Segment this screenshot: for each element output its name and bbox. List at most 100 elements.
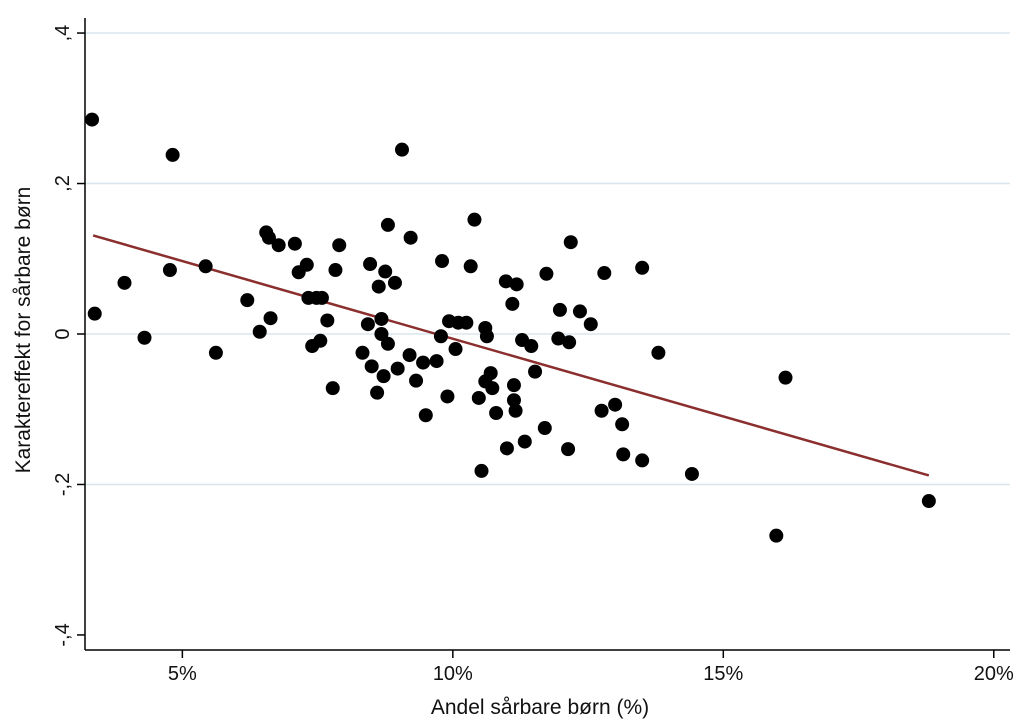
data-point xyxy=(314,290,329,305)
data-point xyxy=(332,238,347,253)
data-point xyxy=(499,441,514,456)
data-point xyxy=(471,390,486,405)
data-point xyxy=(489,406,504,420)
data-point xyxy=(387,275,402,290)
data-point xyxy=(479,329,494,344)
y-tick-label: ,4 xyxy=(52,25,74,42)
data-points xyxy=(85,112,936,543)
data-point xyxy=(360,317,375,332)
data-point xyxy=(240,293,255,308)
data-point xyxy=(608,397,623,412)
data-point xyxy=(448,342,463,357)
data-point xyxy=(485,381,500,396)
x-tick-label: 20% xyxy=(974,663,1014,685)
data-point xyxy=(769,528,784,543)
data-point xyxy=(684,466,699,481)
data-point xyxy=(537,421,552,436)
data-point xyxy=(325,381,340,396)
x-axis-title: Andel sårbare børn (%) xyxy=(431,696,649,719)
data-point xyxy=(463,259,478,274)
data-point xyxy=(635,453,650,468)
data-point xyxy=(517,434,532,449)
data-point xyxy=(380,217,395,232)
data-point xyxy=(635,260,650,275)
y-tick-label: -,2 xyxy=(52,473,74,496)
data-point xyxy=(299,257,314,272)
data-point xyxy=(198,259,213,274)
data-point xyxy=(563,235,578,250)
data-point xyxy=(433,329,448,344)
data-point xyxy=(505,296,520,311)
data-point xyxy=(162,263,177,278)
data-point xyxy=(165,147,180,162)
data-point xyxy=(459,315,474,330)
data-point xyxy=(328,263,343,278)
data-point xyxy=(524,339,539,354)
data-point xyxy=(394,142,409,157)
data-point xyxy=(370,385,385,400)
y-tick-label: -,4 xyxy=(52,623,74,646)
data-point xyxy=(287,236,302,251)
data-point xyxy=(616,447,631,462)
data-point xyxy=(364,359,379,374)
data-point xyxy=(508,403,523,418)
x-tick-label: 10% xyxy=(433,663,473,685)
fit-line xyxy=(92,234,930,477)
y-axis-title: Karaktereffekt for sårbare børn xyxy=(12,187,35,474)
data-point xyxy=(390,361,405,376)
data-point xyxy=(403,230,418,245)
data-point xyxy=(552,302,567,317)
data-point xyxy=(313,333,328,348)
data-point xyxy=(402,348,417,363)
tick-labels: -,4 -,2 0 ,2 ,4 5% 10% 15% 20% xyxy=(52,25,1014,685)
data-point xyxy=(506,378,521,393)
data-point xyxy=(208,345,223,360)
y-tick-label: 0 xyxy=(52,328,74,339)
data-point xyxy=(263,311,278,326)
data-point xyxy=(380,336,395,351)
data-point xyxy=(651,345,666,360)
data-point xyxy=(594,403,609,418)
x-tick-label: 15% xyxy=(703,663,743,685)
data-point xyxy=(583,317,598,332)
data-point xyxy=(474,463,489,478)
data-point xyxy=(467,212,482,227)
data-point xyxy=(376,369,391,384)
data-point xyxy=(409,373,424,388)
data-point xyxy=(418,408,433,423)
data-point xyxy=(271,238,286,253)
data-point xyxy=(320,313,335,328)
data-point xyxy=(378,264,393,279)
data-point xyxy=(561,442,576,457)
data-point xyxy=(117,275,132,290)
data-point xyxy=(435,254,450,269)
x-tick-label: 5% xyxy=(168,663,197,685)
data-point xyxy=(551,331,566,346)
data-point xyxy=(572,304,587,319)
data-point xyxy=(562,335,577,350)
data-point xyxy=(363,257,378,272)
fit-line-layer xyxy=(92,234,930,477)
data-point xyxy=(371,279,386,294)
data-point xyxy=(539,266,554,281)
data-point xyxy=(778,370,793,385)
data-point xyxy=(85,112,100,127)
data-point xyxy=(252,324,267,339)
data-point xyxy=(87,306,102,321)
data-point xyxy=(137,330,152,345)
axes xyxy=(77,18,1010,658)
data-point xyxy=(597,266,612,281)
y-tick-label: ,2 xyxy=(52,175,74,192)
data-point xyxy=(528,364,543,379)
grid-lines xyxy=(85,32,1010,486)
data-point xyxy=(921,494,936,509)
data-point xyxy=(615,417,630,432)
data-point xyxy=(261,230,276,245)
data-point xyxy=(416,355,431,370)
data-point xyxy=(498,274,513,289)
data-point xyxy=(429,354,444,369)
data-point xyxy=(483,366,498,381)
data-point xyxy=(374,311,389,326)
data-point xyxy=(506,393,521,408)
